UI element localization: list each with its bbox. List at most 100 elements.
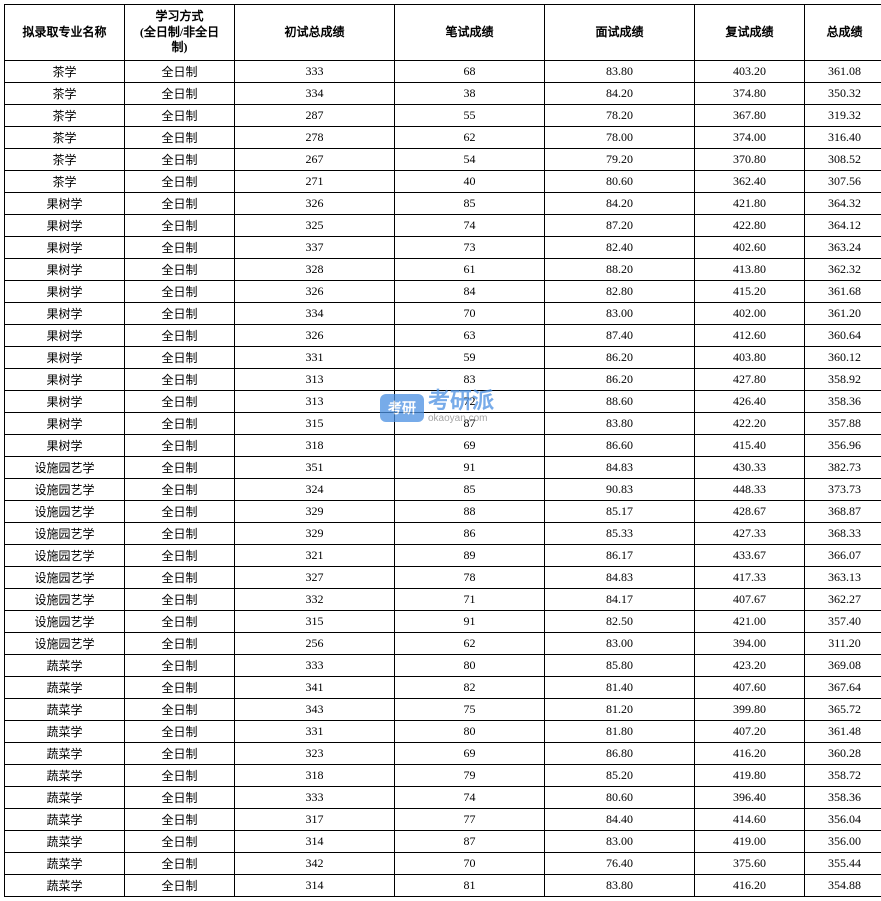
table-cell: 85 <box>395 479 545 501</box>
table-row: 茶学全日制2714080.60362.40307.56 <box>5 171 881 193</box>
table-cell: 422.20 <box>695 413 805 435</box>
table-cell: 88.20 <box>545 259 695 281</box>
table-cell: 40 <box>395 171 545 193</box>
table-cell: 360.64 <box>805 325 881 347</box>
table-header-cell: 拟录取专业名称 <box>5 5 125 61</box>
table-cell: 设施园艺学 <box>5 567 125 589</box>
table-cell: 326 <box>235 193 395 215</box>
table-cell: 402.60 <box>695 237 805 259</box>
admission-table: 拟录取专业名称学习方式(全日制/非全日制)初试总成绩笔试成绩面试成绩复试成绩总成… <box>4 4 881 897</box>
table-cell: 416.20 <box>695 743 805 765</box>
table-header-cell: 面试成绩 <box>545 5 695 61</box>
table-cell: 364.12 <box>805 215 881 237</box>
table-cell: 全日制 <box>125 83 235 105</box>
table-cell: 83.00 <box>545 633 695 655</box>
table-cell: 375.60 <box>695 853 805 875</box>
table-cell: 83.80 <box>545 413 695 435</box>
table-row: 果树学全日制3268584.20421.80364.32 <box>5 193 881 215</box>
table-cell: 设施园艺学 <box>5 479 125 501</box>
table-cell: 319.32 <box>805 105 881 127</box>
table-cell: 茶学 <box>5 171 125 193</box>
table-cell: 全日制 <box>125 721 235 743</box>
table-cell: 蔬菜学 <box>5 787 125 809</box>
table-cell: 419.80 <box>695 765 805 787</box>
table-cell: 278 <box>235 127 395 149</box>
table-row: 设施园艺学全日制3159182.50421.00357.40 <box>5 611 881 633</box>
table-cell: 设施园艺学 <box>5 523 125 545</box>
table-cell: 全日制 <box>125 457 235 479</box>
table-cell: 87.40 <box>545 325 695 347</box>
table-row: 果树学全日制3186986.60415.40356.96 <box>5 435 881 457</box>
table-cell: 370.80 <box>695 149 805 171</box>
table-cell: 362.40 <box>695 171 805 193</box>
table-cell: 421.80 <box>695 193 805 215</box>
table-cell: 350.32 <box>805 83 881 105</box>
table-cell: 全日制 <box>125 347 235 369</box>
table-cell: 329 <box>235 523 395 545</box>
table-cell: 全日制 <box>125 655 235 677</box>
table-cell: 81.40 <box>545 677 695 699</box>
table-cell: 81 <box>395 875 545 897</box>
table-cell: 412.60 <box>695 325 805 347</box>
table-cell: 全日制 <box>125 501 235 523</box>
table-cell: 55 <box>395 105 545 127</box>
table-cell: 363.13 <box>805 567 881 589</box>
table-row: 设施园艺学全日制3298685.33427.33368.33 <box>5 523 881 545</box>
table-body: 茶学全日制3336883.80403.20361.08茶学全日制3343884.… <box>5 61 881 897</box>
table-row: 设施园艺学全日制3327184.17407.67362.27 <box>5 589 881 611</box>
table-cell: 全日制 <box>125 809 235 831</box>
table-cell: 全日制 <box>125 765 235 787</box>
table-cell: 374.00 <box>695 127 805 149</box>
table-cell: 全日制 <box>125 743 235 765</box>
table-cell: 84.83 <box>545 567 695 589</box>
table-cell: 317 <box>235 809 395 831</box>
table-cell: 362.32 <box>805 259 881 281</box>
table-cell: 69 <box>395 743 545 765</box>
table-cell: 83.00 <box>545 303 695 325</box>
table-cell: 360.12 <box>805 347 881 369</box>
table-cell: 427.33 <box>695 523 805 545</box>
table-cell: 421.00 <box>695 611 805 633</box>
table-cell: 84.20 <box>545 193 695 215</box>
table-cell: 设施园艺学 <box>5 633 125 655</box>
table-cell: 419.00 <box>695 831 805 853</box>
table-cell: 318 <box>235 435 395 457</box>
table-cell: 全日制 <box>125 677 235 699</box>
table-cell: 62 <box>395 633 545 655</box>
table-cell: 84 <box>395 281 545 303</box>
table-row: 蔬菜学全日制3437581.20399.80365.72 <box>5 699 881 721</box>
table-cell: 407.67 <box>695 589 805 611</box>
table-cell: 全日制 <box>125 853 235 875</box>
table-row: 蔬菜学全日制3338085.80423.20369.08 <box>5 655 881 677</box>
table-cell: 全日制 <box>125 127 235 149</box>
table-cell: 全日制 <box>125 523 235 545</box>
table-cell: 80.60 <box>545 787 695 809</box>
table-cell: 蔬菜学 <box>5 765 125 787</box>
table-cell: 果树学 <box>5 369 125 391</box>
table-row: 果树学全日制3347083.00402.00361.20 <box>5 303 881 325</box>
table-cell: 全日制 <box>125 589 235 611</box>
table-cell: 全日制 <box>125 699 235 721</box>
table-cell: 422.80 <box>695 215 805 237</box>
table-cell: 354.88 <box>805 875 881 897</box>
table-cell: 368.87 <box>805 501 881 523</box>
table-cell: 全日制 <box>125 149 235 171</box>
table-cell: 89 <box>395 545 545 567</box>
table-cell: 蔬菜学 <box>5 655 125 677</box>
table-cell: 356.00 <box>805 831 881 853</box>
table-header-cell: 学习方式(全日制/非全日制) <box>125 5 235 61</box>
table-cell: 86 <box>395 523 545 545</box>
table-cell: 355.44 <box>805 853 881 875</box>
table-cell: 287 <box>235 105 395 127</box>
table-cell: 357.40 <box>805 611 881 633</box>
table-cell: 蔬菜学 <box>5 809 125 831</box>
table-cell: 368.33 <box>805 523 881 545</box>
table-cell: 70 <box>395 853 545 875</box>
table-cell: 85.33 <box>545 523 695 545</box>
table-cell: 全日制 <box>125 831 235 853</box>
table-row: 蔬菜学全日制3337480.60396.40358.36 <box>5 787 881 809</box>
table-row: 蔬菜学全日制3418281.40407.60367.64 <box>5 677 881 699</box>
table-cell: 417.33 <box>695 567 805 589</box>
table-header-cell: 笔试成绩 <box>395 5 545 61</box>
table-cell: 361.48 <box>805 721 881 743</box>
